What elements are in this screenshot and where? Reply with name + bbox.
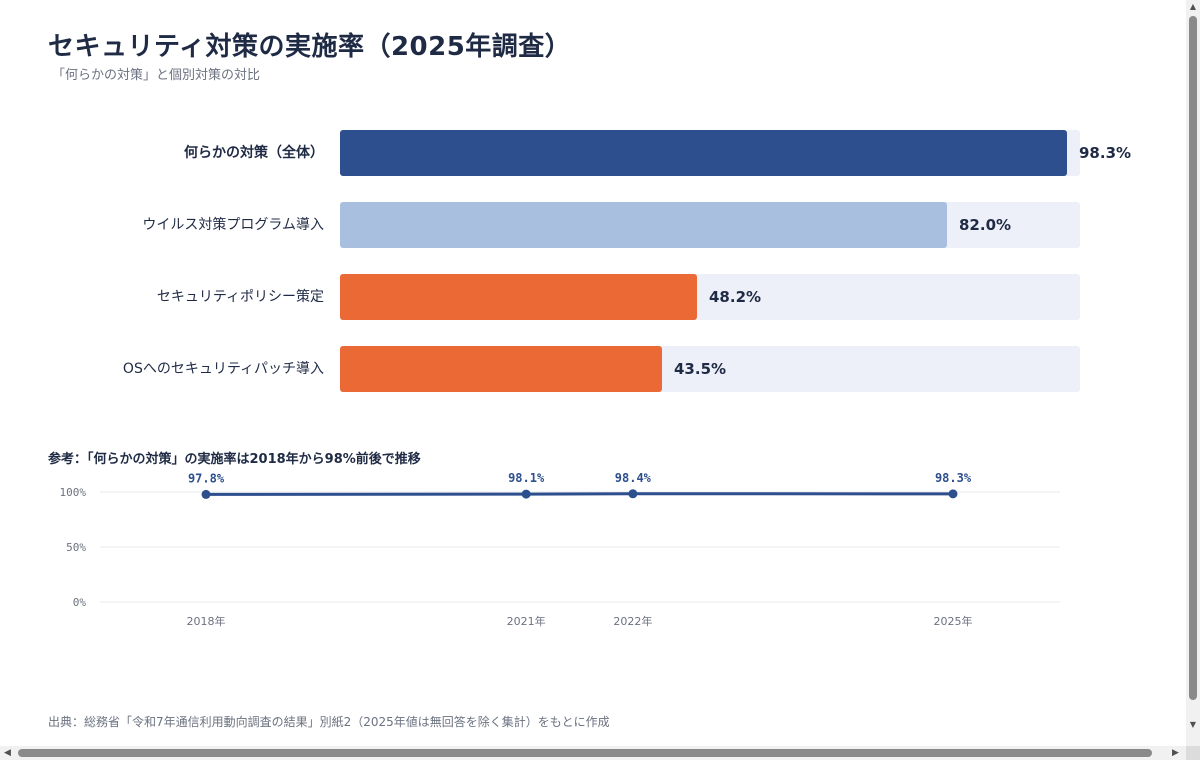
data-point — [521, 489, 531, 499]
x-tick-label: 2018年 — [187, 614, 226, 628]
bar-row: 何らかの対策（全体） 98.3% — [0, 130, 1200, 176]
bar — [340, 346, 662, 392]
data-label: 97.8% — [188, 471, 225, 485]
bar-row: ウイルス対策プログラム導入 82.0% — [0, 202, 1200, 248]
data-point — [948, 489, 958, 499]
bar-row: OSへのセキュリティパッチ導入 43.5% — [0, 346, 1200, 392]
bar-value-label: 43.5% — [674, 360, 727, 378]
data-point — [201, 489, 211, 499]
y-tick-label: 50% — [66, 541, 86, 554]
vertical-scrollbar[interactable]: ▲ ▼ — [1186, 0, 1200, 760]
horizontal-scrollbar[interactable]: ◀ ▶ — [0, 746, 1186, 760]
line-chart: 0% 50% 100% 97.8% 2018年 98.1% 2021年 98.4% 2022年 9… — [60, 471, 1060, 628]
bar-track — [340, 346, 1080, 392]
x-tick-label: 2021年 — [507, 614, 546, 628]
data-label: 98.3% — [935, 471, 972, 485]
data-label: 98.1% — [508, 471, 545, 485]
vertical-scroll-thumb[interactable] — [1189, 16, 1197, 700]
line-chart-title: 参考：「何らかの対策」の実施率は2018年から98%前後で推移 — [48, 452, 421, 467]
x-tick-label: 2025年 — [934, 614, 973, 628]
y-tick-label: 100% — [60, 486, 87, 499]
bar-category-label: OSへのセキュリティパッチ導入 — [122, 361, 324, 377]
bar-value-label: 98.3% — [1079, 144, 1132, 162]
bar — [340, 202, 947, 248]
series-line — [205, 492, 954, 496]
bar-track — [340, 130, 1080, 176]
scrollbar-corner — [1186, 746, 1200, 760]
horizontal-scroll-thumb[interactable] — [18, 749, 1152, 757]
x-tick-label: 2022年 — [613, 614, 652, 628]
scroll-up-arrow-icon[interactable]: ▲ — [1189, 2, 1197, 11]
source-note: 出典：総務省「令和7年通信利用動向調査の結果」別紙2（2025年値は無回答を除く… — [48, 715, 610, 729]
bar-category-label: 何らかの対策（全体） — [184, 145, 324, 161]
bar-value-label: 82.0% — [959, 216, 1012, 234]
scroll-down-arrow-icon[interactable]: ▼ — [1189, 720, 1197, 729]
y-tick-label: 0% — [73, 596, 87, 609]
bar — [340, 130, 1067, 176]
bar-category-label: ウイルス対策プログラム導入 — [142, 217, 324, 233]
bar-category-label: セキュリティポリシー策定 — [156, 289, 324, 305]
data-label: 98.4% — [615, 471, 652, 485]
bar — [340, 274, 697, 320]
bar-row: セキュリティポリシー策定 48.2% — [0, 274, 1200, 320]
data-point — [628, 489, 638, 499]
bar-track — [340, 274, 1080, 320]
page-title: セキュリティ対策の実施率（2025年調査） — [48, 32, 572, 62]
scroll-left-arrow-icon[interactable]: ◀ — [4, 748, 11, 758]
scroll-right-arrow-icon[interactable]: ▶ — [1172, 748, 1179, 758]
bar-track — [340, 202, 1080, 248]
page-subtitle: 「何らかの対策」と個別対策の対比 — [52, 68, 261, 83]
bar-value-label: 48.2% — [709, 288, 762, 306]
